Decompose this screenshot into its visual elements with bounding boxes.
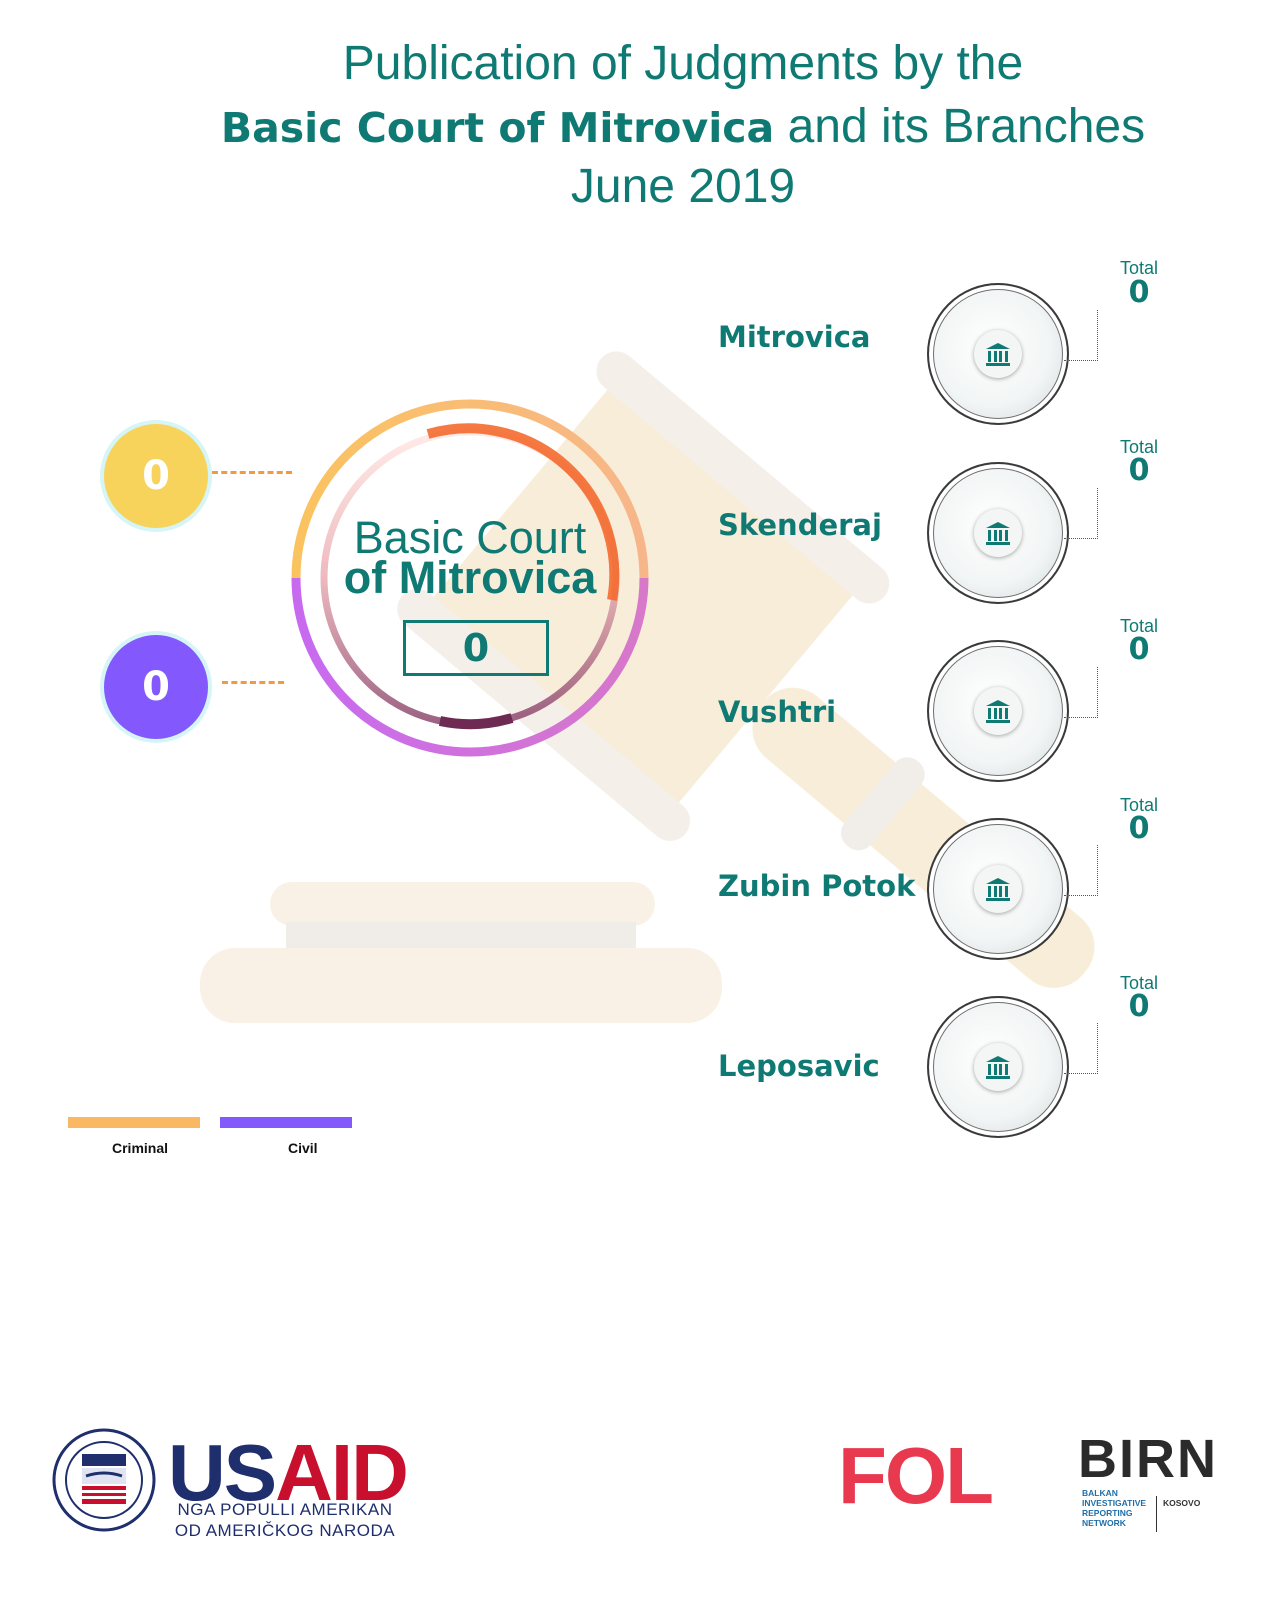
branch-total-connector (1064, 667, 1098, 718)
branch-circle-mitrovica (927, 283, 1069, 425)
fol-logo: FOL (838, 1441, 994, 1511)
branch-total-connector (1064, 1023, 1098, 1074)
branch-name-zubin-potok: Zubin Potok (718, 869, 916, 903)
usaid-seal-icon (52, 1428, 156, 1532)
usaid-word-aid: AID (275, 1428, 409, 1517)
branch-total-value: 0 (1128, 632, 1150, 667)
branch-total-label: Total (1119, 616, 1159, 636)
fol-logo-text: FOL (838, 1441, 992, 1511)
branch-name-skenderaj: Skenderaj (718, 508, 882, 542)
branch-total-label: Total (1119, 258, 1159, 278)
usaid-wordmark: USAID (168, 1428, 409, 1518)
legend-swatch-civil (220, 1117, 352, 1128)
title-line-2: Basic Court of Mitrovica and its Branche… (50, 99, 1266, 154)
main-court-name-line2: of Mitrovica (343, 552, 597, 603)
branch-total-label: Total (1119, 795, 1159, 815)
criminal-ring-arc (291, 399, 649, 579)
branch-name-leposavic: Leposavic (718, 1049, 880, 1083)
legend-swatch-criminal (68, 1117, 200, 1128)
criminal-count-circle: 0 (104, 424, 208, 528)
courthouse-icon (974, 330, 1022, 378)
branch-total-value: 0 (1128, 989, 1150, 1024)
branch-circle-skenderaj (927, 462, 1069, 604)
criminal-dash-connector (212, 471, 292, 474)
usaid-word-us: US (168, 1428, 277, 1517)
civil-ring-arc (291, 577, 649, 757)
legend-label-civil: Civil (288, 1140, 318, 1156)
courthouse-icon (974, 509, 1022, 557)
branch-total-label: Total (1119, 437, 1159, 457)
branch-circle-leposavic (927, 996, 1069, 1138)
birn-wordmark: BIRN (1078, 1429, 1218, 1489)
title-line-1: Publication of Judgments by the (342, 37, 1024, 90)
courthouse-icon (974, 865, 1022, 913)
usaid-subtitle-2: OD AMERIČKOG NARODA (174, 1521, 396, 1540)
civil-dash-connector (222, 681, 284, 684)
inner-accent-arc-top (426, 423, 620, 601)
branch-circle-zubin-potok (927, 818, 1069, 960)
usaid-subtitle-1: NGA POPULLI AMERIKAN (177, 1500, 393, 1519)
branch-circle-vushtri (927, 640, 1069, 782)
inner-accent-arc-bottom (438, 713, 514, 730)
legend-label-criminal: Criminal (112, 1140, 169, 1156)
courthouse-icon (974, 687, 1022, 735)
branch-total-connector (1064, 488, 1098, 539)
birn-kosovo: KOSOVO (1156, 1496, 1200, 1532)
title-court-name: Basic Court of Mitrovica (220, 104, 775, 152)
birn-subtitle: BALKAN INVESTIGATIVE REPORTING NETWORK (1082, 1488, 1147, 1528)
branch-name-mitrovica: Mitrovica (718, 320, 871, 354)
branch-total-value: 0 (1128, 811, 1150, 846)
main-court-name-line1: Basic Court (353, 512, 587, 563)
courthouse-icon (974, 1043, 1022, 1091)
main-court-total: 0 (403, 620, 549, 676)
branch-total-connector (1064, 845, 1098, 896)
title-date: June 2019 (570, 160, 796, 213)
branch-total-label: Total (1119, 973, 1159, 993)
branch-total-connector (1064, 310, 1098, 361)
civil-count-circle: 0 (104, 635, 208, 739)
title-branches: and its Branches (787, 100, 1146, 153)
branch-total-value: 0 (1128, 453, 1150, 488)
branch-total-value: 0 (1128, 275, 1150, 310)
branch-name-vushtri: Vushtri (718, 695, 837, 729)
